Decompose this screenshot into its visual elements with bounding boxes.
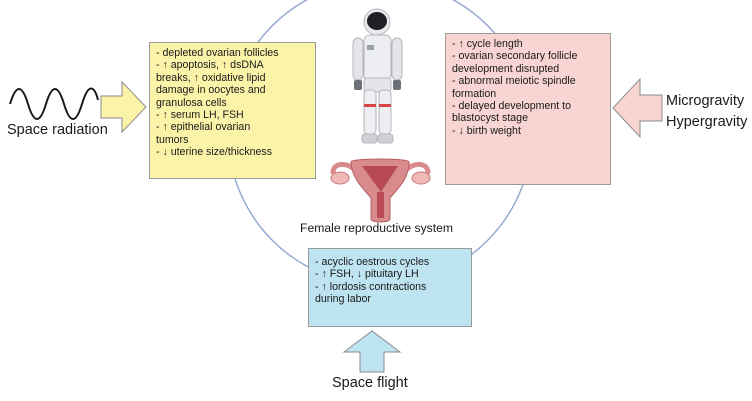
effect-line: damage in oocytes and (156, 84, 266, 97)
effect-line: - ovarian secondary follicle (452, 50, 578, 63)
gravity-effects-box: - ↑ cycle length - ovarian secondary fol… (445, 33, 611, 185)
sine-wave-icon (9, 87, 99, 120)
effect-line: - depleted ovarian follicles (156, 47, 279, 59)
female-reproductive-system-label: Female reproductive system (300, 221, 454, 235)
effect-line: breaks, ↑ oxidative lipid (156, 71, 266, 84)
uterus-icon (330, 158, 431, 223)
effect-line: - ↑ serum LH, FSH (156, 109, 244, 122)
effect-line: - acyclic oestrous cycles (315, 256, 430, 268)
effect-line: - ↓ uterine size/thickness (156, 146, 272, 159)
effect-line: - ↓ birth weight (452, 124, 521, 137)
effect-line: - ↑ epithelial ovarian (156, 121, 251, 134)
astronaut-icon (352, 8, 403, 144)
microgravity-label: Microgravity (666, 93, 745, 109)
effect-line: formation (452, 87, 497, 100)
effect-line: - ↑ FSH, ↓ pituitary LH (315, 268, 419, 281)
effect-line: - delayed development to (452, 100, 571, 113)
hypergravity-label: Hypergravity (666, 114, 748, 130)
space-flight-label: Space flight (332, 375, 408, 391)
space-radiation-label: Space radiation (7, 122, 108, 138)
effect-line: - ↑ lordosis contractions (315, 280, 427, 293)
effect-line: - abnormal meiotic spindle (452, 75, 576, 88)
effect-line: blastocyst stage (452, 112, 528, 125)
space-radiation-effects-box: - depleted ovarian follicles - ↑ apoptos… (149, 42, 316, 179)
arrow-right-icon (100, 80, 147, 134)
space-flight-effects-box: - acyclic oestrous cycles - ↑ FSH, ↓ pit… (308, 248, 472, 327)
effect-line: tumors (156, 133, 189, 146)
effect-line: - ↑ cycle length (452, 38, 523, 50)
effect-line: granulosa cells (156, 96, 227, 109)
effect-line: - ↑ apoptosis, ↑ dsDNA (156, 59, 264, 72)
arrow-left-icon (612, 77, 663, 139)
arrow-up-icon (342, 330, 402, 373)
effect-line: development disrupted (452, 62, 560, 75)
effect-line: during labor (315, 293, 371, 306)
